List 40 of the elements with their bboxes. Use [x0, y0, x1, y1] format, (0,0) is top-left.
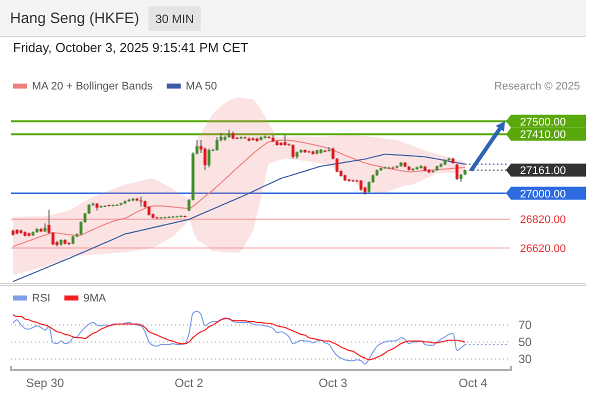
- legend-label: 9MA: [83, 292, 107, 304]
- ref-line-label: 26820.00: [520, 214, 566, 226]
- candlestick: [332, 146, 334, 160]
- y-tick-label: 50: [518, 335, 532, 350]
- candlestick: [456, 163, 458, 181]
- candlestick: [80, 220, 82, 236]
- chart-subtitle: Friday, October 3, 2025 9:15:41 PM CET: [13, 40, 248, 55]
- ref-line-label: 27500.00: [520, 116, 566, 128]
- ref-line-label: 26620.00: [520, 242, 566, 255]
- x-tick-label: Oct 2: [174, 376, 204, 390]
- candlestick: [368, 180, 370, 194]
- candlestick: [284, 134, 286, 146]
- candlestick: [48, 209, 50, 234]
- candlestick: [148, 206, 150, 216]
- legend-label: RSI: [32, 292, 50, 304]
- candlestick: [360, 180, 362, 192]
- x-tick-label: Oct 3: [318, 376, 348, 390]
- chart-title: Hang Seng (HKFE): [10, 10, 140, 27]
- candlestick: [140, 196, 142, 208]
- candlestick: [52, 232, 54, 246]
- candlestick: [208, 148, 210, 168]
- ref-line-label: 27410.00: [520, 129, 566, 142]
- y-tick-label: 30: [518, 352, 532, 366]
- candlestick: [188, 198, 190, 212]
- x-tick-label: Sep 30: [26, 376, 64, 390]
- y-tick-label: 70: [518, 318, 532, 332]
- candlestick: [216, 136, 218, 152]
- ref-line-label: 27161.00: [520, 165, 566, 178]
- annotation: Research © 2025: [494, 80, 580, 93]
- ref-line-label: 27000.00: [520, 188, 566, 200]
- x-tick-label: Oct 4: [458, 376, 488, 390]
- candlestick: [84, 212, 86, 224]
- legend-label: MA 50: [186, 80, 217, 93]
- candlestick: [88, 204, 90, 215]
- candlestick: [292, 144, 294, 160]
- candlestick: [204, 146, 206, 171]
- text: 30 MIN: [155, 12, 194, 26]
- candlestick: [196, 140, 198, 155]
- candlestick: [336, 157, 338, 173]
- legend-label: MA 20 + Bollinger Bands: [32, 80, 154, 93]
